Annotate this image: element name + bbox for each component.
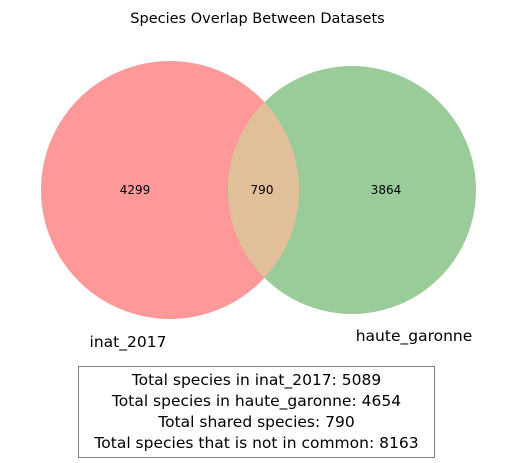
- intersection-count: 790: [251, 183, 274, 197]
- set-circle-haute-garonne: [228, 66, 476, 314]
- set-label-haute-garonne: haute_garonne: [356, 327, 473, 346]
- set-circle-inat-2017: [41, 61, 299, 319]
- summary-box: Total species in inat_2017: 5089 Total s…: [78, 366, 435, 458]
- diagram-title: Species Overlap Between Datasets: [130, 11, 384, 27]
- summary-total-shared: Total shared species: 790: [158, 413, 355, 431]
- set-label-inat-2017: inat_2017: [90, 333, 167, 352]
- right-only-count: 3864: [371, 183, 402, 197]
- summary-total-not-common: Total species that is not in common: 816…: [94, 434, 419, 452]
- left-only-count: 4299: [120, 183, 151, 197]
- summary-total-inat-2017: Total species in inat_2017: 5089: [131, 371, 382, 389]
- summary-total-haute-garonne: Total species in haute_garonne: 4654: [111, 392, 402, 410]
